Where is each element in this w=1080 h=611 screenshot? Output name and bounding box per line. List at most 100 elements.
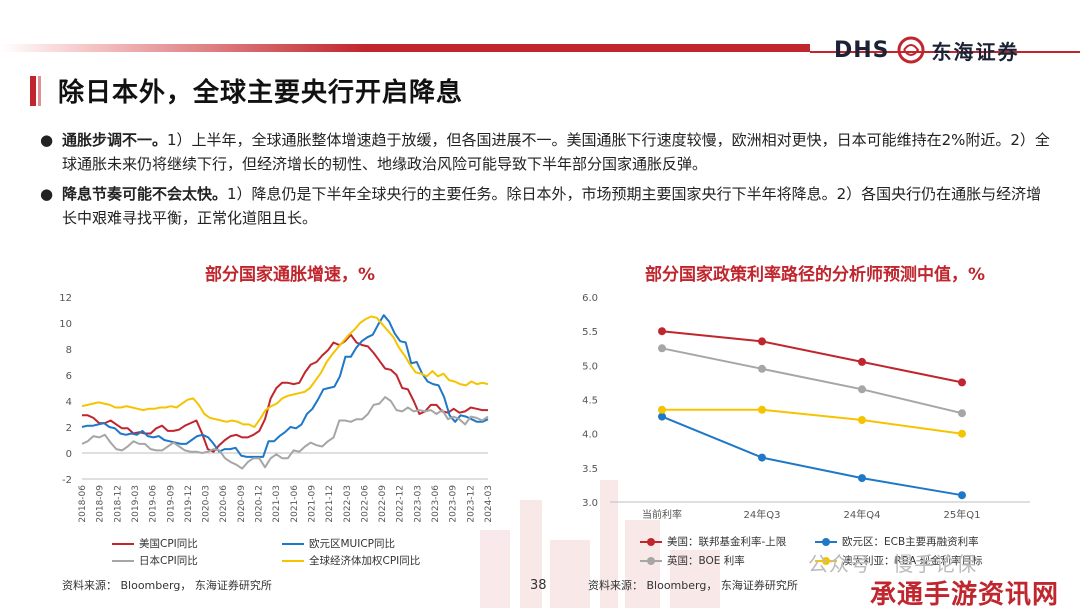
x-tick-label: 24年Q3 <box>744 508 781 521</box>
header-accent-bar <box>0 44 810 52</box>
x-tick-label: 2020-09 <box>237 485 247 523</box>
legend-swatch <box>815 537 837 546</box>
data-point <box>958 378 966 387</box>
x-tick-label: 2020-03 <box>202 485 212 523</box>
page-title: 除日本外，全球主要央行开启降息 <box>58 78 464 108</box>
bullet-item: ● 通胀步调不一。1）上半年，全球通胀整体增速趋于放缓，但各国进展不一。美国通胀… <box>40 128 1050 176</box>
x-tick-label: 2019-09 <box>166 485 176 523</box>
y-tick-label: 4 <box>66 397 72 408</box>
data-point <box>858 357 866 366</box>
data-point <box>758 337 766 346</box>
legend-item-boe: 英国：BOE 利率 <box>640 553 745 568</box>
x-tick-label: 2021-03 <box>272 485 282 523</box>
legend-label: 日本CPI同比 <box>139 555 198 567</box>
legend-swatch <box>112 559 134 562</box>
legend-label: 美国CPI同比 <box>139 538 198 550</box>
title-marker-secondary <box>38 76 41 106</box>
data-point <box>858 385 866 394</box>
legend-label: 全球经济体加权CPI同比 <box>309 555 421 567</box>
legend-swatch <box>640 556 662 565</box>
data-point <box>658 327 666 336</box>
legend-swatch <box>282 542 304 545</box>
data-point <box>958 429 966 438</box>
y-tick-label: 4.0 <box>582 430 598 441</box>
legend-item-global-cpi: 全球经济体加权CPI同比 <box>282 553 420 568</box>
bullet-dot: ● <box>40 131 54 149</box>
x-tick-label: 2020-12 <box>255 485 265 523</box>
x-tick-label: 2022-12 <box>396 485 406 523</box>
x-tick-label: 2023-12 <box>466 485 476 523</box>
x-tick-label: 2018-09 <box>96 485 106 523</box>
y-tick-label: 6.0 <box>582 293 598 304</box>
y-tick-label: 3.0 <box>582 498 598 509</box>
series-line <box>82 333 488 453</box>
legend-label: 英国：BOE 利率 <box>667 555 745 567</box>
source-note-left: 资料来源： Bloomberg， 东海证券研究所 <box>62 579 272 592</box>
x-tick-label: 当前利率 <box>642 508 682 521</box>
source-note-right: 资料来源： Bloomberg， 东海证券研究所 <box>588 579 798 592</box>
legend-label: 美国：联邦基金利率-上限 <box>667 536 787 548</box>
x-tick-label: 2023-09 <box>449 485 459 523</box>
data-point <box>658 412 666 421</box>
x-tick-label: 2021-09 <box>307 485 317 523</box>
chart-title-policy-rate: 部分国家政策利率路径的分析师预测中值，% <box>644 265 986 285</box>
title-marker <box>30 76 36 106</box>
series-line <box>662 408 963 435</box>
legend-item-jp-cpi: 日本CPI同比 <box>112 553 198 568</box>
data-point <box>658 405 666 414</box>
bullet-lead: 降息节奏可能不会太快。 <box>62 185 228 203</box>
page-number: 38 <box>530 578 547 593</box>
y-tick-label: 5.5 <box>582 327 598 338</box>
header-accent-line <box>810 51 1080 53</box>
legend-swatch <box>112 542 134 545</box>
legend-label: 澳大利亚：RBA 现金利率目标 <box>842 555 983 567</box>
data-point <box>658 344 666 353</box>
x-tick-label: 2020-06 <box>219 485 229 523</box>
y-tick-label: -2 <box>62 475 72 486</box>
y-tick-label: 10 <box>59 319 72 330</box>
logo-latin: DHS <box>834 37 890 63</box>
y-tick-label: 5.0 <box>582 361 598 372</box>
bullet-lead: 通胀步调不一。 <box>62 131 168 149</box>
x-tick-label: 24年Q4 <box>844 508 881 521</box>
bullet-dot: ● <box>40 185 54 203</box>
watermark-text: 公众号 · 慢手论保 <box>808 552 978 576</box>
legend-label: 欧元区：ECB主要再融资利率 <box>842 536 979 548</box>
series-line <box>661 347 963 415</box>
x-tick-label: 2021-12 <box>325 485 335 523</box>
legend-item-us-cpi: 美国CPI同比 <box>112 536 198 551</box>
bullet-list: ● 通胀步调不一。1）上半年，全球通胀整体增速趋于放缓，但各国进展不一。美国通胀… <box>40 128 1050 236</box>
x-tick-label: 2023-06 <box>431 485 441 523</box>
data-point <box>758 453 766 462</box>
bullet-text: 1）上半年，全球通胀整体增速趋于放缓，但各国进展不一。美国通胀下行速度较慢，欧洲… <box>62 131 1050 173</box>
logo-chinese: 东海证券 <box>931 39 1020 64</box>
bullet-text: 1）降息仍是下半年全球央行的主要任务。除日本外，市场预期主要国家央行下半年将降息… <box>62 185 1042 227</box>
y-tick-label: 12 <box>59 293 72 304</box>
legend-item-ecb: 欧元区：ECB主要再融资利率 <box>815 534 979 549</box>
legend-swatch <box>640 537 662 546</box>
background-skyline-image <box>480 480 720 608</box>
y-tick-label: 3.5 <box>582 464 598 475</box>
x-tick-label: 2024-03 <box>484 485 494 523</box>
data-point <box>958 491 966 500</box>
series-line <box>81 315 489 428</box>
x-tick-label: 2022-09 <box>378 485 388 523</box>
y-tick-label: 0 <box>66 449 72 460</box>
x-tick-label: 2023-03 <box>413 485 423 523</box>
x-tick-label: 2019-03 <box>131 485 141 523</box>
x-tick-label: 2021-06 <box>290 485 300 523</box>
legend-item-fed: 美国：联邦基金利率-上限 <box>640 534 786 549</box>
x-tick-label: 2018-12 <box>113 485 123 523</box>
series-line <box>81 396 489 470</box>
series-line <box>81 314 489 458</box>
bullet-item: ● 降息节奏可能不会太快。1）降息仍是下半年全球央行的主要任务。除日本外，市场预… <box>40 182 1050 230</box>
series-line <box>661 415 963 497</box>
y-tick-label: 2 <box>66 423 72 434</box>
y-tick-label: 4.5 <box>582 396 598 407</box>
x-tick-label: 25年Q1 <box>944 508 981 521</box>
data-point <box>858 416 866 424</box>
data-point <box>758 364 766 373</box>
y-tick-label: 6 <box>66 371 72 382</box>
chart-title-inflation: 部分国家通胀增速，% <box>204 265 376 285</box>
